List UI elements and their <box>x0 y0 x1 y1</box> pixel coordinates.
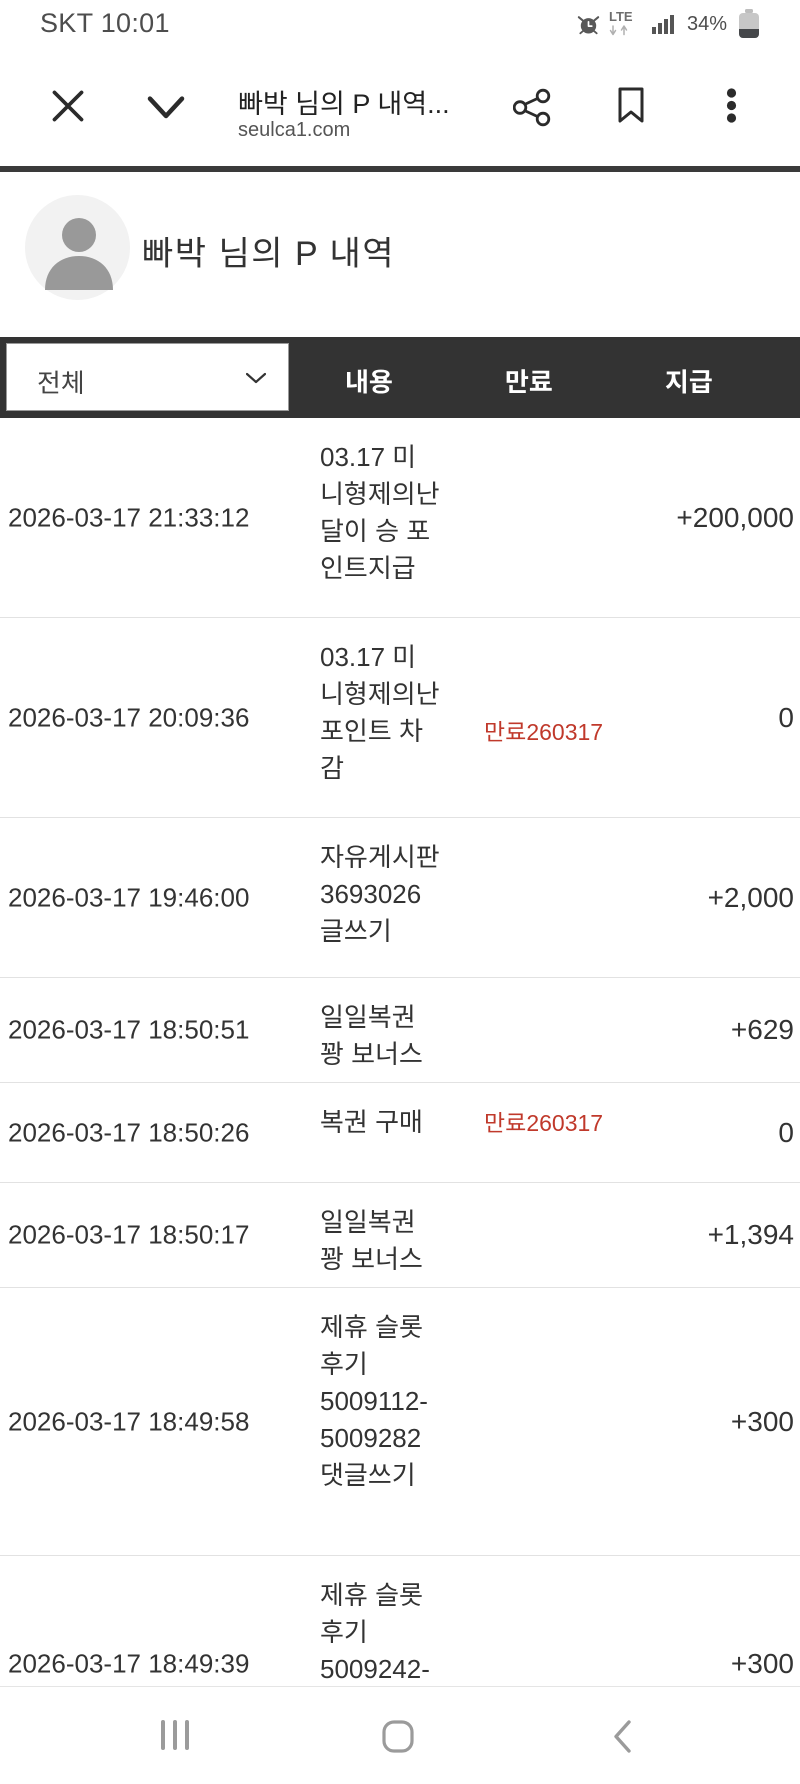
svg-text:LTE: LTE <box>609 10 633 24</box>
